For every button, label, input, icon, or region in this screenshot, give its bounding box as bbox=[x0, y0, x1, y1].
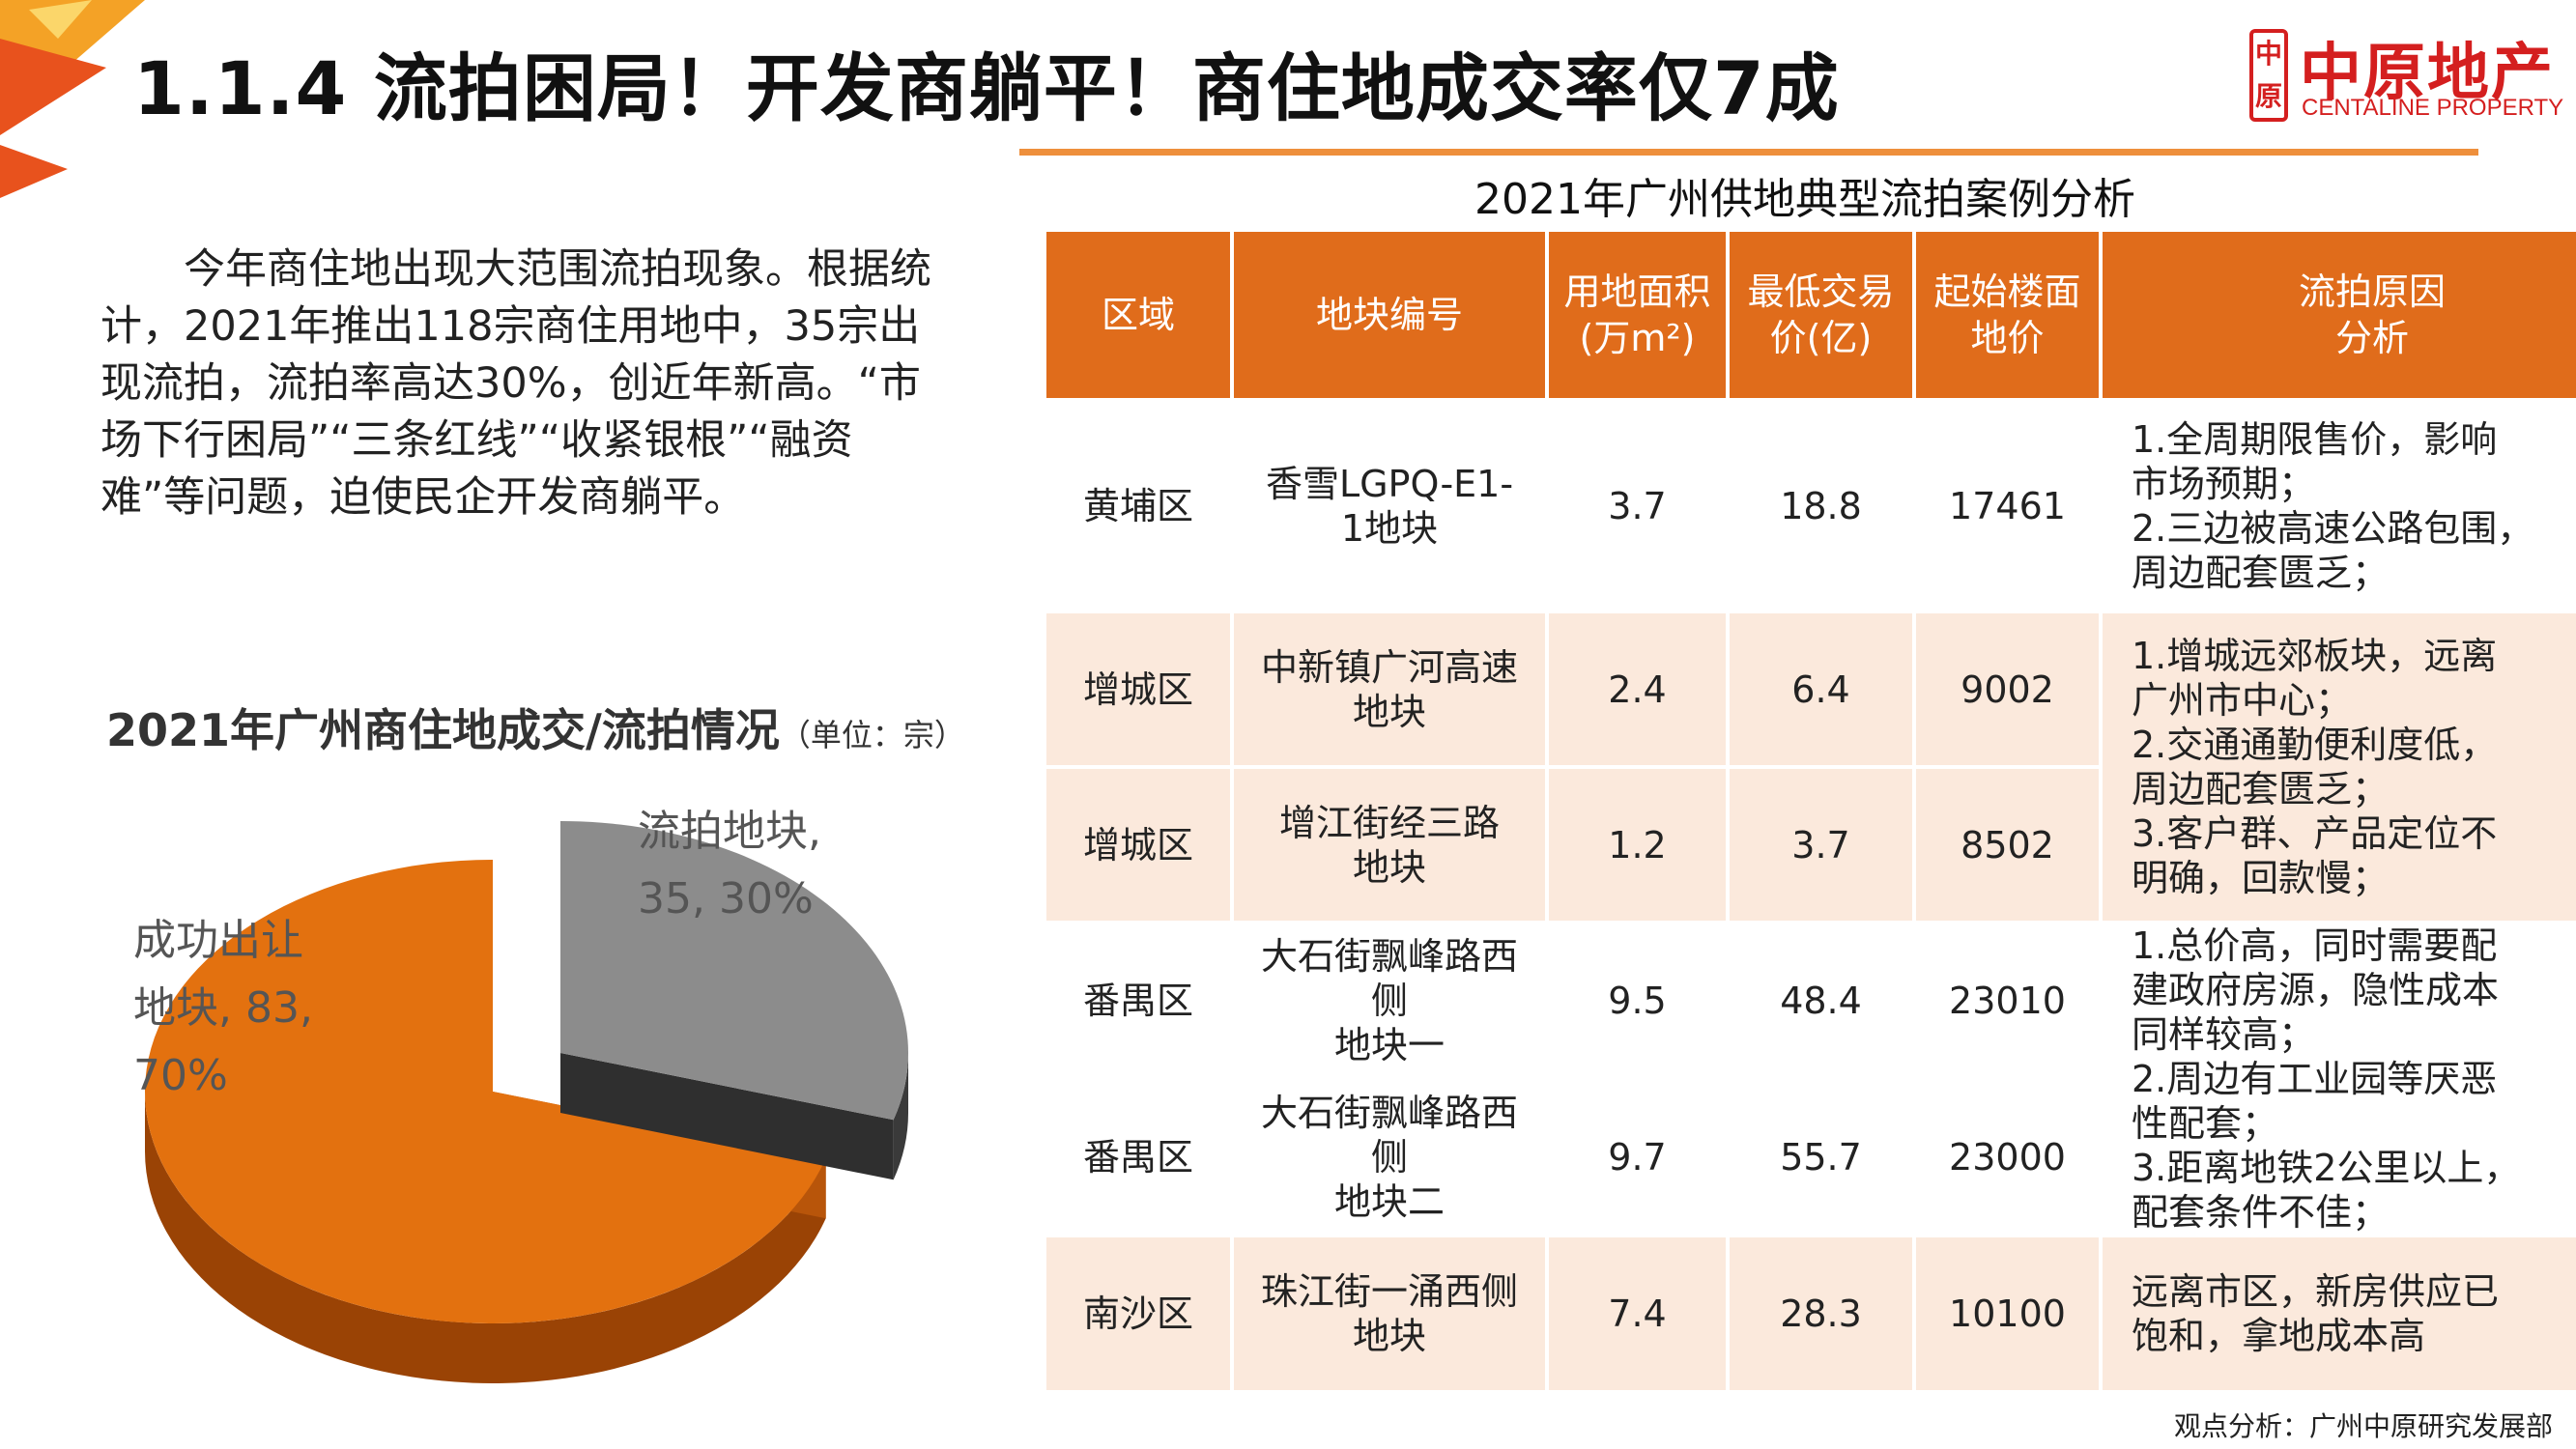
table-cell-parcel: 大石街飘峰路西 侧 地块二 bbox=[1234, 1081, 1545, 1234]
chart-title: 2021年广州商住地成交/流拍情况（单位：宗） bbox=[106, 696, 965, 759]
logo-name-en: CENTALINE PROPERTY bbox=[2302, 95, 2564, 121]
pie-slice-failed-side bbox=[893, 1053, 908, 1180]
table-cell-area: 9.5 bbox=[1549, 924, 1726, 1077]
table-cell-area: 9.7 bbox=[1549, 1081, 1726, 1234]
header-divider bbox=[1019, 149, 2478, 156]
table-cell-floor_price: 8502 bbox=[1916, 769, 2099, 921]
table-header-cell: 区域 bbox=[1046, 232, 1230, 398]
pie-slice-failed bbox=[560, 821, 908, 1121]
table-cell-floor_price: 10100 bbox=[1916, 1237, 2099, 1390]
table-cell-floor_price: 17461 bbox=[1916, 402, 2099, 610]
pie-slice-failed-edge bbox=[560, 1053, 894, 1180]
table-header-cell: 起始楼面 地价 bbox=[1916, 232, 2099, 398]
table-cell-floor_price: 23000 bbox=[1916, 1081, 2099, 1234]
slice-label-failed: 流拍地块, 35, 30% bbox=[638, 807, 821, 923]
table-header-cell: 用地面积 (万m²) bbox=[1549, 232, 1726, 398]
table-cell-floor_price: 23010 bbox=[1916, 924, 2099, 1077]
table-cell-parcel: 大石街飘峰路西 侧 地块一 bbox=[1234, 924, 1545, 1077]
table-header-cell: 流拍原因 分析 bbox=[2103, 232, 2576, 398]
table-cell-price: 55.7 bbox=[1730, 1081, 1912, 1234]
table-cell-price: 48.4 bbox=[1730, 924, 1912, 1077]
table-cell-district: 黄埔区 bbox=[1046, 402, 1230, 610]
table-cell-reason: 1.增城远郊板块，远离 广州市中心； 2.交通通勤便利度低， 周边配套匮乏； 3… bbox=[2103, 613, 2576, 921]
company-logo: 中原 中原地产 CENTALINE PROPERTY bbox=[2249, 21, 2568, 128]
pie-slice-sold-side bbox=[145, 1092, 826, 1383]
table-cell-district: 番禺区 bbox=[1046, 924, 1230, 1077]
source-note: 观点分析：广州中原研究发展部 bbox=[2174, 1410, 2554, 1442]
chart-title-text: 2021年广州商住地成交/流拍情况 bbox=[106, 704, 780, 756]
table-cell-district: 增城区 bbox=[1046, 769, 1230, 921]
table-title: 2021年广州供地典型流拍案例分析 bbox=[1474, 175, 2135, 224]
table-cell-parcel: 珠江街一涌西侧 地块 bbox=[1234, 1237, 1545, 1390]
pie-marks bbox=[145, 821, 908, 1383]
table-cell-parcel: 增江街经三路 地块 bbox=[1234, 769, 1545, 921]
table-header-cell: 最低交易 价(亿) bbox=[1730, 232, 1912, 398]
table-cell-district: 番禺区 bbox=[1046, 1081, 1230, 1234]
table-cell-area: 7.4 bbox=[1549, 1237, 1726, 1390]
table-cell-reason: 远离市区，新房供应已 饱和，拿地成本高 bbox=[2103, 1237, 2576, 1390]
pie-slice-sold bbox=[145, 860, 826, 1323]
table-cell-area: 1.2 bbox=[1549, 769, 1726, 921]
table-cell-reason: 1.全周期限售价，影响 市场预期； 2.三边被高速公路包围， 周边配套匮乏； bbox=[2103, 402, 2576, 610]
table-cell-price: 3.7 bbox=[1730, 769, 1912, 921]
table-cell-district: 南沙区 bbox=[1046, 1237, 1230, 1390]
table-cell-price: 28.3 bbox=[1730, 1237, 1912, 1390]
table-cell-area: 3.7 bbox=[1549, 402, 1726, 610]
page-title: 1.1.4 流拍困局！开发商躺平！商住地成交率仅7成 bbox=[133, 45, 1840, 131]
logo-mark-icon: 中原 bbox=[2249, 29, 2288, 122]
slice-label-sold: 成功出让地块, 83, 70% bbox=[133, 916, 313, 1100]
table-cell-parcel: 香雪LGPQ-E1- 1地块 bbox=[1234, 402, 1545, 610]
table-cell-price: 18.8 bbox=[1730, 402, 1912, 610]
table-cell-floor_price: 9002 bbox=[1916, 613, 2099, 765]
table-cell-district: 增城区 bbox=[1046, 613, 1230, 765]
logo-name-cn: 中原地产 bbox=[2300, 38, 2555, 109]
table-cell-parcel: 中新镇广河高速 地块 bbox=[1234, 613, 1545, 765]
pie-chart: 成功出让地块, 83, 70% 流拍地块, 35, 30% bbox=[133, 807, 908, 1383]
table-cell-price: 6.4 bbox=[1730, 613, 1912, 765]
table-cell-area: 2.4 bbox=[1549, 613, 1726, 765]
table-cell-reason: 1.总价高，同时需要配 建政府房源，隐性成本 同样较高； 2.周边有工业园等厌恶… bbox=[2103, 924, 2576, 1234]
intro-paragraph: 今年商住地出现大范围流拍现象。根据统计，2021年推出118宗商住用地中，35宗… bbox=[100, 245, 931, 522]
table-header-cell: 地块编号 bbox=[1234, 232, 1545, 398]
chart-unit: （单位：宗） bbox=[779, 717, 965, 753]
corner-decoration bbox=[0, 0, 145, 198]
